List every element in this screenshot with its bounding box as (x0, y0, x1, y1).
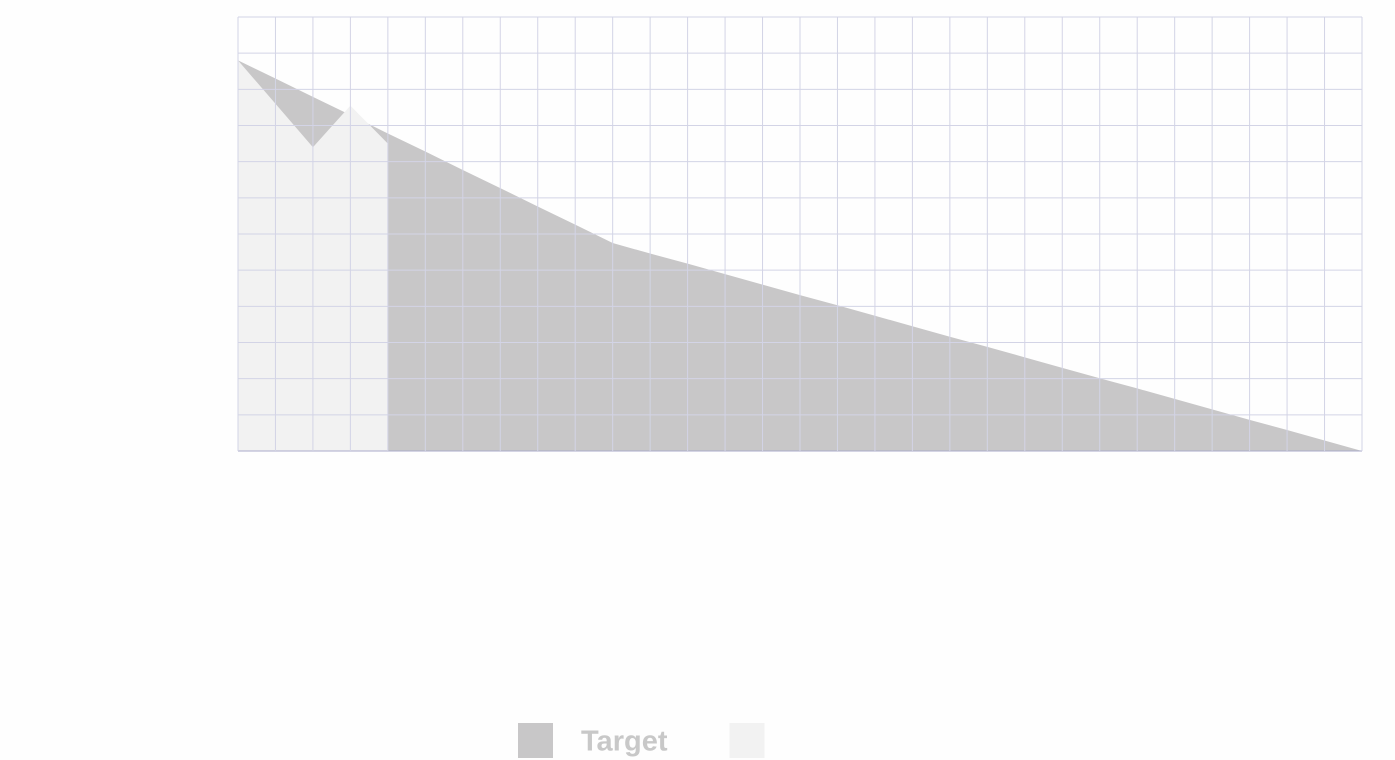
legend-swatch (729, 723, 765, 758)
grid (237, 16, 1363, 452)
area (238, 60, 1362, 452)
legend-label: Target (581, 726, 668, 758)
legend: Target (518, 723, 765, 758)
legend-swatch (518, 723, 553, 758)
